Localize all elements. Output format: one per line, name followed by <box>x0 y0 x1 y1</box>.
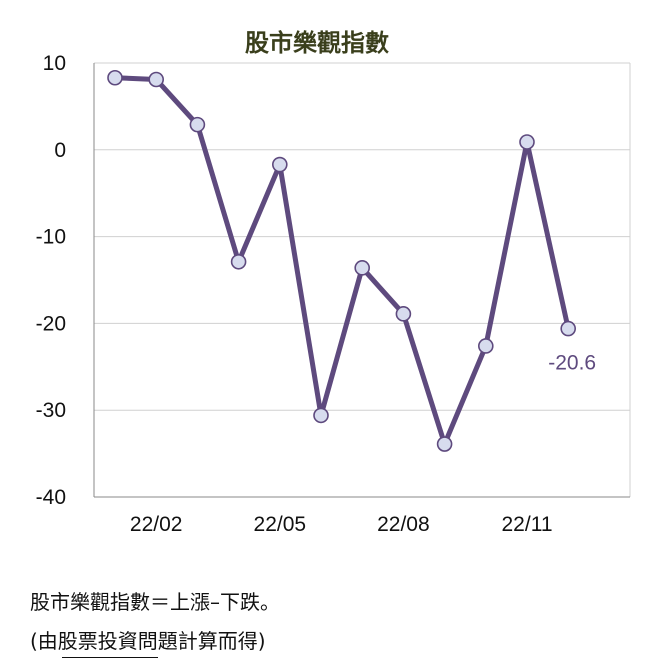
series-polyline <box>112 75 571 447</box>
data-point <box>519 134 535 150</box>
series-markers <box>107 69 577 452</box>
x-tick-label: 22/11 <box>502 513 553 536</box>
data-point <box>436 436 453 452</box>
axes <box>93 63 630 498</box>
grid-lines <box>94 62 631 497</box>
chart-title: 股市樂觀指數 <box>245 29 389 57</box>
data-point <box>477 338 494 354</box>
data-point <box>560 320 577 337</box>
y-tick-label: -30 <box>36 399 66 422</box>
x-tick-label: 22/02 <box>130 513 183 536</box>
data-point <box>271 156 288 173</box>
y-tick-label: 10 <box>43 52 66 75</box>
y-tick-label: 0 <box>54 139 66 162</box>
y-tick-label: -10 <box>36 226 66 249</box>
y-axis-tick-labels: 10 0 -10 -20 -30 -40 <box>36 52 66 509</box>
x-tick-label: 22/05 <box>254 513 307 536</box>
footnote-source: (由股票投資問題計算而得) <box>30 629 266 653</box>
data-point <box>148 71 164 88</box>
line-chart: 股市樂觀指數 100-10-20-30-40 22/02 22/05 22/08 22… <box>36 29 631 536</box>
data-labels: -20.6 <box>548 352 596 375</box>
data-point <box>395 306 412 322</box>
y-tick-label: -20 <box>36 312 66 335</box>
x-tick-label: 22/08 <box>377 513 430 536</box>
footnote-underline <box>62 657 158 658</box>
data-point <box>313 407 329 424</box>
data-point <box>354 260 371 276</box>
x-axis-tick-labels: 22/02 22/05 22/08 22/11 <box>130 513 553 536</box>
data-point <box>230 253 247 270</box>
data-point <box>189 116 206 133</box>
last-value-label: -20.6 <box>548 352 596 375</box>
y-tick-label: -40 <box>36 486 66 509</box>
footnote-definition: 股市樂觀指數＝上漲–下跌。 <box>30 590 280 614</box>
series-line <box>112 75 571 447</box>
data-point <box>107 69 123 86</box>
